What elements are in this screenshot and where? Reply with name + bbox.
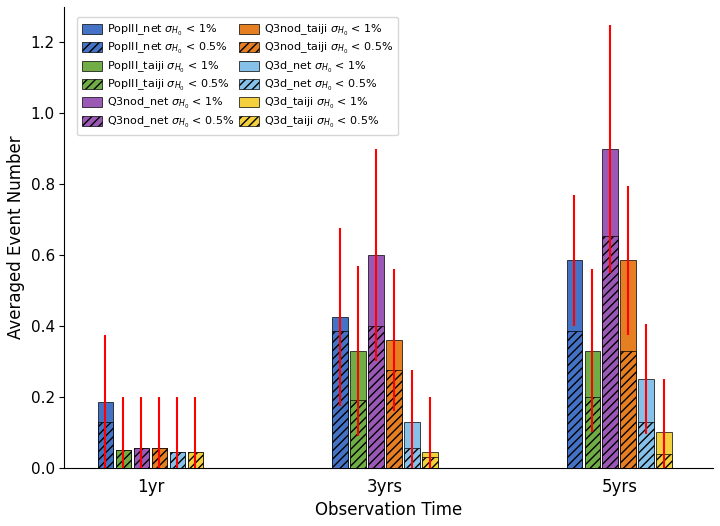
Bar [621,351,636,468]
Bar [386,370,402,468]
Bar [350,400,366,468]
Bar [116,450,131,468]
Bar [657,432,672,468]
Bar [639,422,654,468]
Bar [187,452,203,468]
Bar [422,452,438,468]
Bar [332,317,348,468]
Bar [404,448,420,468]
Bar [152,448,167,468]
Bar [134,448,149,468]
Bar [657,453,672,468]
Bar [603,236,618,468]
Bar [98,422,113,468]
Bar [170,452,185,468]
Bar [585,351,600,468]
Bar [116,450,131,468]
Bar [332,331,348,468]
Bar [350,351,366,468]
Bar [152,448,167,468]
Bar [98,402,113,468]
Bar [621,260,636,468]
Bar [368,326,384,468]
Bar [187,452,203,468]
Legend: PopIII_net $\sigma_{H_0}$ < 1%, PopIII_net $\sigma_{H_0}$ < 0.5%, PopIII_taiji $: PopIII_net $\sigma_{H_0}$ < 1%, PopIII_n… [76,17,398,135]
Bar [639,379,654,468]
Bar [404,422,420,468]
Bar [567,331,582,468]
Bar [585,397,600,468]
Y-axis label: Averaged Event Number: Averaged Event Number [7,136,25,339]
Bar [386,340,402,468]
Bar [368,255,384,468]
Bar [567,260,582,468]
Bar [603,149,618,468]
Bar [134,448,149,468]
X-axis label: Observation Time: Observation Time [315,501,462,519]
Bar [170,452,185,468]
Bar [422,457,438,468]
